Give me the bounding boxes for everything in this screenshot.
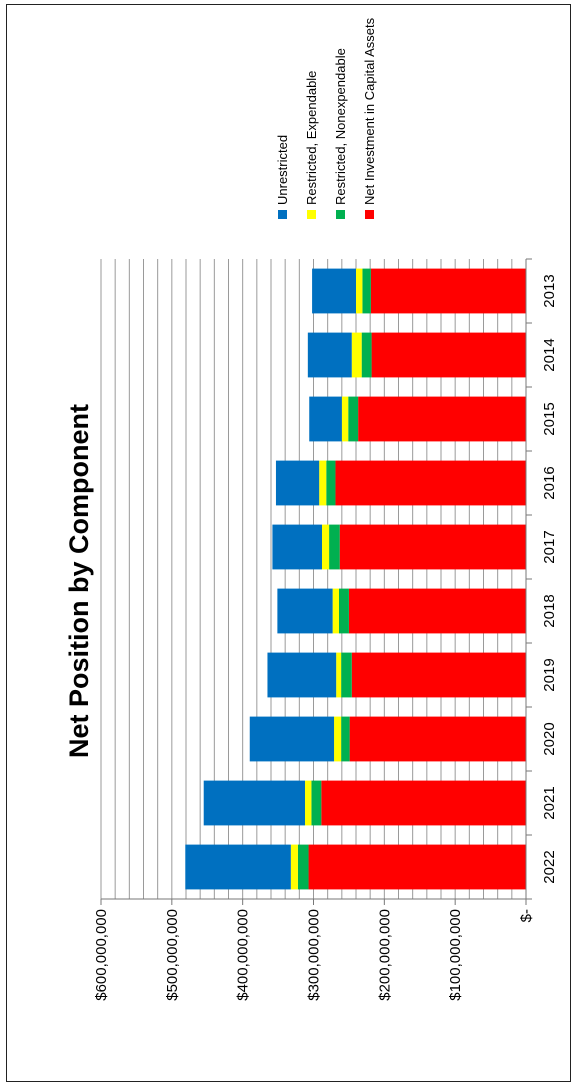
bar-segment [371, 332, 527, 378]
legend-label: Net Investment in Capital Assets [362, 17, 377, 205]
bar-segment [335, 460, 527, 506]
bar-segment [322, 524, 330, 570]
bar-segment [348, 588, 526, 634]
bar-segment [351, 652, 526, 698]
bar-segment [308, 844, 526, 890]
chart-title: Net Position by Component [64, 404, 94, 758]
bar-segment [297, 844, 309, 890]
bar-segment [307, 332, 352, 378]
value-axis-tick-label: $500,000,000 [164, 909, 181, 1001]
category-axis-label: 2021 [541, 786, 558, 819]
legend: Unrestricted Restricted, Expendable Restri… [275, 17, 377, 219]
bar-segment [336, 652, 342, 698]
bar-segment [326, 460, 336, 506]
value-axis-tick-label: $600,000,000 [93, 909, 110, 1001]
category-axis-label: 2017 [541, 530, 558, 563]
category-axis-label: 2013 [541, 274, 558, 307]
bar-segment [249, 716, 335, 762]
bar-segment [203, 780, 305, 826]
bar-segment [277, 588, 333, 634]
category-axis-label: 2022 [541, 850, 558, 883]
value-axis-tick-label: $300,000,000 [306, 909, 323, 1001]
bar-segment [309, 396, 342, 442]
bar-segment [341, 716, 350, 762]
bar-layer [185, 268, 527, 890]
legend-swatch [278, 210, 287, 219]
bar-segment [312, 268, 357, 314]
axes: $- $100,000,000 $200,000,000 $300,000,000 $4… [93, 258, 558, 1001]
bar-segment [321, 780, 526, 826]
bar-segment [356, 268, 363, 314]
bar-segment [334, 716, 342, 762]
value-axis-tick-label: $200,000,000 [376, 909, 393, 1001]
category-axis-label: 2019 [541, 658, 558, 691]
bar-segment [332, 588, 339, 634]
bar-segment [339, 588, 349, 634]
value-axis-tick-label: $- [518, 909, 535, 922]
legend-swatch [307, 210, 316, 219]
bar-segment [351, 332, 362, 378]
bar-segment [370, 268, 526, 314]
bar-segment [361, 332, 372, 378]
bar-segment [358, 396, 526, 442]
legend-label: Restricted, Nonexpendable [333, 48, 348, 205]
bar-segment [348, 396, 359, 442]
bar-segment [339, 524, 527, 570]
value-axis-tick-label: $400,000,000 [235, 909, 252, 1001]
bar-segment [305, 780, 312, 826]
bar-segment [311, 780, 322, 826]
category-axis-label: 2015 [541, 402, 558, 435]
bar-segment [267, 652, 337, 698]
category-axis-label: 2020 [541, 722, 558, 755]
bar-segment [362, 268, 371, 314]
category-axis-label: 2014 [541, 338, 558, 371]
category-axis-label: 2016 [541, 466, 558, 499]
legend-label: Restricted, Expendable [304, 71, 319, 205]
chart-svg: $- $100,000,000 $200,000,000 $300,000,000 $4… [64, 17, 558, 1001]
chart-frame: $- $100,000,000 $200,000,000 $300,000,000 $4… [6, 4, 571, 1082]
bar-segment [349, 716, 526, 762]
legend-swatch [336, 210, 345, 219]
bar-segment [290, 844, 298, 890]
bar-segment [272, 524, 322, 570]
value-axis-tick-label: $100,000,000 [447, 909, 464, 1001]
bar-segment [185, 844, 291, 890]
bar-segment [319, 460, 327, 506]
bar-segment [341, 652, 352, 698]
bar-segment [341, 396, 349, 442]
bar-segment [329, 524, 340, 570]
legend-swatch [365, 210, 374, 219]
legend-label: Unrestricted [275, 135, 290, 205]
category-axis-label: 2018 [541, 594, 558, 627]
bar-segment [275, 460, 320, 506]
